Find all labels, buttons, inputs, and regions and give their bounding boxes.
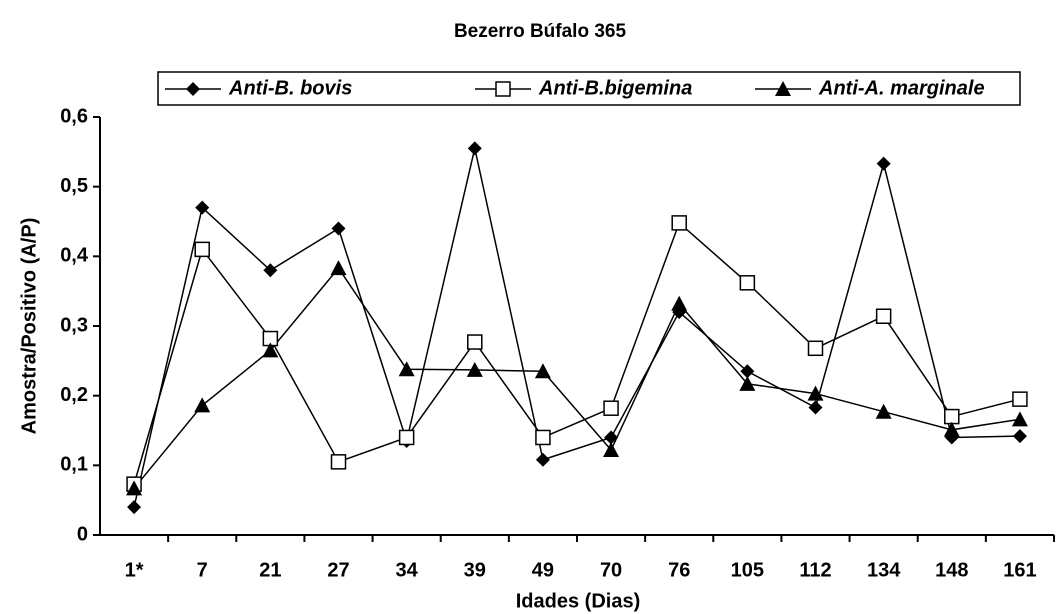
data-point: [330, 454, 347, 470]
data-point: [467, 334, 483, 350]
data-point: [263, 263, 278, 278]
y-tick-label: 0,4: [60, 245, 89, 267]
x-tick-label: 76: [668, 559, 690, 581]
data-point: [671, 215, 687, 231]
x-tick-label: 1*: [125, 559, 144, 581]
data-point: [194, 241, 210, 258]
legend-label: Anti-A. marginale: [818, 77, 985, 99]
chart-title: Bezerro Búfalo 365: [454, 21, 627, 42]
data-point: [194, 397, 211, 413]
data-point: [807, 385, 824, 401]
data-point: [604, 430, 619, 445]
data-point: [195, 200, 210, 215]
data-point: [262, 342, 279, 358]
x-tick-label: 105: [731, 559, 764, 581]
x-tick-label: 49: [532, 559, 554, 581]
data-point: [943, 421, 960, 437]
data-point: [739, 275, 756, 291]
data-point: [1012, 391, 1028, 407]
y-tick-label: 0,5: [60, 175, 88, 197]
data-point: [944, 408, 960, 425]
data-point: [467, 141, 482, 156]
data-point: [603, 442, 620, 458]
x-tick-label: 148: [935, 559, 968, 581]
data-point: [740, 364, 755, 379]
data-point: [808, 400, 823, 415]
x-tick-label: 112: [799, 559, 831, 581]
data-point: [807, 340, 824, 357]
x-tick-label: 34: [396, 559, 419, 581]
y-tick-label: 0,6: [60, 105, 88, 127]
x-tick-label: 21: [259, 559, 281, 581]
data-point: [875, 308, 892, 324]
y-tick-label: 0,3: [60, 314, 88, 336]
data-point: [1012, 429, 1027, 444]
data-point: [331, 221, 346, 236]
data-point: [1011, 411, 1028, 427]
data-point: [603, 400, 619, 416]
data-point: [875, 403, 892, 419]
series-line: [133, 266, 1021, 489]
x-tick-label: 161: [1003, 559, 1036, 581]
legend-marker: [186, 82, 200, 96]
data-point: [671, 295, 688, 311]
series-line: [133, 148, 1020, 508]
x-tick-label: 7: [197, 559, 208, 581]
y-tick-label: 0,1: [60, 454, 88, 476]
data-point: [534, 363, 551, 379]
data-point: [535, 429, 551, 446]
legend-marker: [495, 81, 511, 97]
data-point: [126, 480, 143, 496]
x-tick-label: 70: [600, 559, 622, 581]
legend-box: [157, 71, 1021, 106]
legend-marker: [775, 81, 791, 96]
y-tick-label: 0,2: [60, 384, 88, 406]
legend-label: Anti-B.bigemina: [538, 77, 692, 99]
data-point: [127, 500, 142, 515]
x-tick-label: 39: [464, 559, 486, 581]
x-tick-label: 134: [867, 559, 901, 581]
data-point: [466, 361, 483, 377]
series-line: [133, 221, 1021, 485]
data-point: [535, 452, 550, 467]
y-axis-label: Amostra/Positivo (A/P): [18, 218, 40, 435]
x-tick-label: 27: [327, 559, 349, 581]
data-point: [398, 361, 415, 377]
legend-label: Anti-B. bovis: [228, 77, 352, 99]
data-point: [739, 375, 756, 391]
data-point: [876, 156, 891, 171]
data-point: [330, 260, 347, 276]
data-point: [398, 429, 415, 446]
x-axis-label: Idades (Dias): [516, 590, 640, 612]
y-tick-label: 0: [77, 523, 88, 545]
